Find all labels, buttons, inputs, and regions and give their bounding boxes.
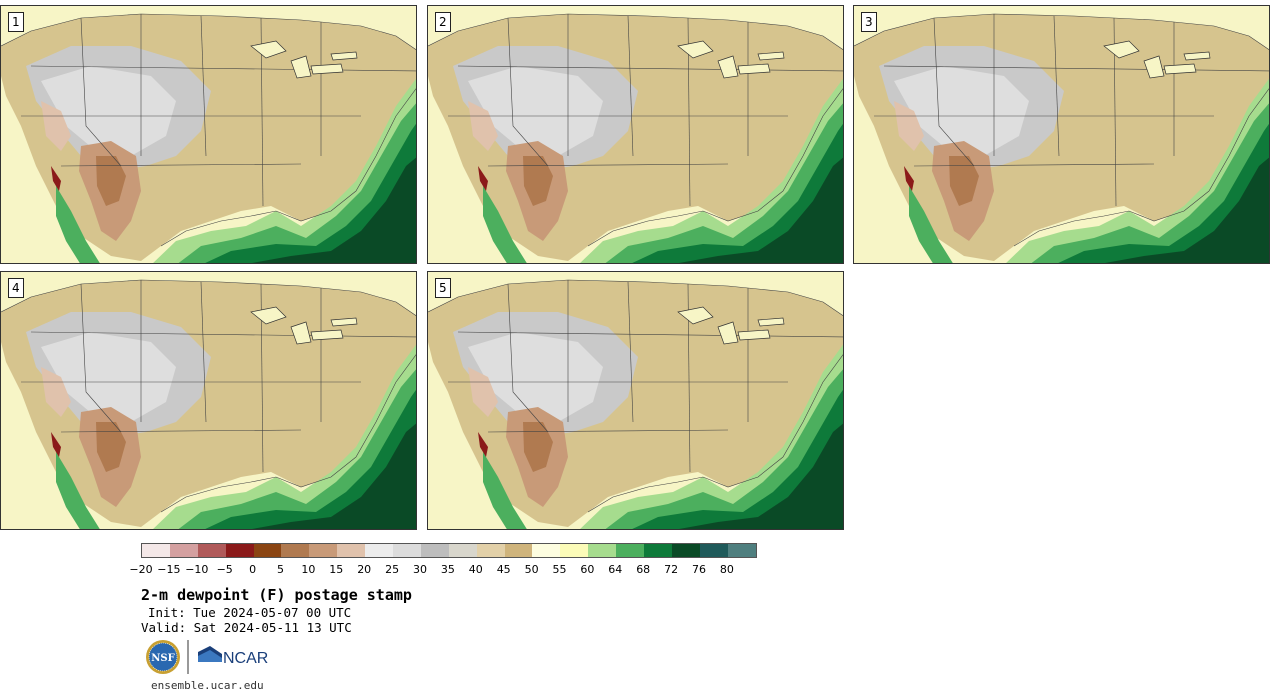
member-label: 4 [8, 278, 24, 298]
dewpoint-map [428, 6, 843, 263]
nsf-text: NSF [151, 653, 174, 664]
colorbar-tick-label: 68 [636, 563, 651, 576]
colorbar-cell [671, 544, 700, 557]
member-map-2: 2 [427, 5, 844, 264]
colorbar-cell [448, 544, 477, 557]
colorbar-tick-label: 5 [277, 563, 284, 576]
member-map-5: 5 [427, 271, 844, 530]
colorbar-tick-label: −15 [157, 563, 181, 576]
colorbar-cell [225, 544, 254, 557]
colorbar-cell [393, 544, 421, 557]
colorbar-tick-label: −10 [185, 563, 209, 576]
colorbar-tick-label: 76 [692, 563, 706, 576]
colorbar-tick-label: −20 [129, 563, 153, 576]
dewpoint-map [1, 6, 416, 263]
colorbar-tick-label: 15 [329, 563, 344, 576]
colorbar-cell [142, 544, 170, 557]
colorbar-tick-label: 25 [385, 563, 400, 576]
dewpoint-map [1, 272, 416, 529]
colorbar-cell [197, 544, 226, 557]
colorbar-ticks: −20 −15 −10 −5 0 5 10 15 20 25 30 35 40 45 50 55 60 64 68 7… [0, 563, 1280, 577]
member-map-4: 4 [0, 271, 417, 530]
colorbar-tick-label: 0 [249, 563, 257, 576]
ncar-logo-icon: NCAR [198, 646, 268, 667]
figure-title: 2-m dewpoint (F) postage stamp [141, 586, 412, 604]
colorbar-tick-label: 30 [413, 563, 427, 576]
colorbar-cell [560, 544, 589, 557]
colorbar-tick-label: 35 [440, 563, 455, 576]
colorbar-tick-label: 40 [468, 563, 483, 576]
colorbar-cell [532, 544, 561, 557]
member-map-1: 1 [0, 5, 417, 264]
colorbar-cell [699, 544, 728, 557]
colorbar-tick-label: 55 [552, 563, 567, 576]
colorbar-cell [727, 544, 756, 557]
colorbar-tick-label: 10 [301, 563, 316, 576]
colorbar-tick-label: 50 [524, 563, 539, 576]
member-label: 3 [861, 12, 877, 32]
nsf-logo-icon: NSF [146, 640, 180, 674]
member-label: 5 [435, 278, 451, 298]
colorbar-cell [365, 544, 394, 557]
colorbar-cell [420, 544, 449, 557]
ncar-text: NCAR [223, 650, 268, 667]
colorbar-tick-label: 20 [357, 563, 372, 576]
colorbar-cell [476, 544, 505, 557]
colorbar-tick-label: 60 [580, 563, 595, 576]
colorbar-cell [253, 544, 282, 557]
colorbar-cell [588, 544, 617, 557]
site-url[interactable]: ensemble.ucar.edu [151, 679, 264, 692]
dewpoint-map [428, 272, 843, 529]
colorbar-tick-label: 80 [719, 563, 734, 576]
colorbar-cell [281, 544, 310, 557]
dewpoint-map [854, 6, 1269, 263]
member-map-3: 3 [853, 5, 1270, 264]
colorbar-cell [504, 544, 533, 557]
colorbar-cell [337, 544, 366, 557]
dewpoint-colorbar [141, 543, 757, 558]
colorbar-cell [169, 544, 198, 557]
valid-time: Valid: Sat 2024-05-11 13 UTC [141, 620, 352, 635]
init-time: Init: Tue 2024-05-07 00 UTC [148, 605, 352, 620]
colorbar-tick-label: 45 [496, 563, 511, 576]
colorbar-tick-label: 64 [608, 563, 623, 576]
colorbar-cell [616, 544, 645, 557]
logos: NSF NCAR [146, 640, 268, 674]
colorbar-cell [309, 544, 338, 557]
member-label: 2 [435, 12, 451, 32]
colorbar-tick-label: −5 [216, 563, 233, 576]
colorbar-cell [644, 544, 672, 557]
member-label: 1 [8, 12, 24, 32]
colorbar-tick-label: 72 [664, 563, 679, 576]
